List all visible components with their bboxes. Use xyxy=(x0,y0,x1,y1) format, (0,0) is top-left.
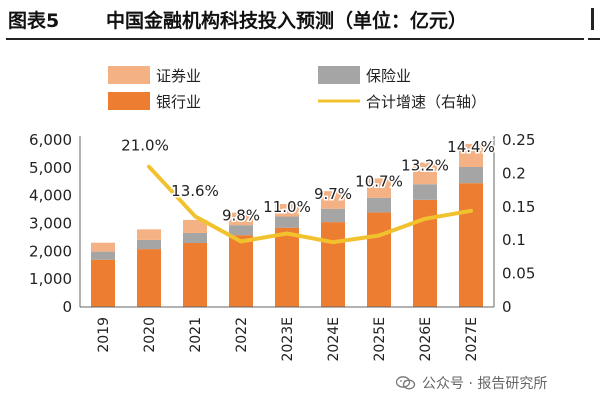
bar-保险业-2019 xyxy=(91,251,115,260)
x-tick-label: 2025E xyxy=(372,317,388,361)
right-tick-label: 0.05 xyxy=(502,265,535,283)
right-tick-label: 0.15 xyxy=(502,198,535,216)
bar-银行业-2023E xyxy=(275,227,299,307)
bar-银行业-2020 xyxy=(137,249,161,307)
right-tick-label: 0.2 xyxy=(502,164,526,182)
growth-data-label: 13.2% xyxy=(401,157,449,175)
bar-保险业-2020 xyxy=(137,239,161,250)
left-axis: 0 1,000 2,000 3,000 4,000 5,000 6,000 xyxy=(29,131,81,316)
watermark: 公众号 · 报告研究所 xyxy=(396,372,547,394)
legend-label: 保险业 xyxy=(366,67,411,85)
bar-证券业-2022 xyxy=(229,212,253,226)
right-axis: 0 0.05 0.1 0.15 0.2 0.25 xyxy=(493,131,535,316)
left-tick-label: 0 xyxy=(62,298,72,316)
growth-data-label: 14.4% xyxy=(447,138,495,156)
growth-data-label: 21.0% xyxy=(121,137,169,155)
header-divider xyxy=(6,38,584,40)
x-tick-label: 2019 xyxy=(96,317,112,353)
next-figure-edge xyxy=(591,8,594,30)
figure-label: 图表5 xyxy=(8,10,60,32)
bar-证券业-2026E xyxy=(413,162,437,185)
watermark-text: 公众号 · 报告研究所 xyxy=(422,376,548,392)
x-tick-label: 2022 xyxy=(234,317,250,353)
left-tick-label: 6,000 xyxy=(29,131,72,149)
growth-data-label: 13.6% xyxy=(171,182,219,200)
figure-title: 中国金融机构科技投入预测（单位：亿元） xyxy=(106,10,468,32)
bar-保险业-2022 xyxy=(229,225,253,236)
legend-swatch-保险业 xyxy=(318,66,360,84)
bar-银行业-2021 xyxy=(183,242,207,307)
bar-银行业-2025E xyxy=(367,212,391,307)
x-tick-label: 2020 xyxy=(142,317,158,353)
growth-data-label: 9.8% xyxy=(222,207,260,225)
bar-保险业-2021 xyxy=(183,232,207,243)
bar-证券业-2019 xyxy=(91,242,115,252)
x-axis: 2019 2020 2021 2022 2023E 2024E 2025E 2026E 2027… xyxy=(80,306,494,361)
legend-swatch-银行业 xyxy=(108,92,150,110)
right-tick-label: 0 xyxy=(502,298,512,316)
bar-保险业-2025E xyxy=(367,197,391,213)
legend-swatch-证券业 xyxy=(108,66,150,84)
x-tick-label: 2021 xyxy=(188,317,204,353)
right-tick-label: 0.1 xyxy=(502,231,526,249)
x-tick-label: 2023E xyxy=(280,317,296,361)
x-tick-label: 2026E xyxy=(418,317,434,361)
left-tick-label: 3,000 xyxy=(29,215,72,233)
growth-data-label: 11.0% xyxy=(263,198,311,216)
bar-证券业-2021 xyxy=(183,219,207,233)
bar-银行业-2022 xyxy=(229,235,253,307)
data-labels: 21.0% 13.6%9.8% 11.0%9.7%10.7%13.2%14.4% xyxy=(120,135,497,226)
right-tick-label: 0.25 xyxy=(502,131,535,149)
left-tick-label: 4,000 xyxy=(29,187,72,205)
growth-data-label: 10.7% xyxy=(355,172,403,190)
bar-保险业-2023E xyxy=(275,216,299,228)
bar-保险业-2026E xyxy=(413,184,437,200)
bar-银行业-2027E xyxy=(459,183,483,307)
bar-证券业-2025E xyxy=(367,178,391,198)
figure-header: 图表5 中国金融机构科技投入预测（单位：亿元） xyxy=(0,0,600,40)
bar-证券业-2024E xyxy=(321,191,345,209)
header-divider-right xyxy=(588,38,600,40)
growth-data-label: 9.7% xyxy=(314,185,352,203)
left-tick-label: 2,000 xyxy=(29,242,72,260)
bar-银行业-2019 xyxy=(91,259,115,307)
bar-保险业-2024E xyxy=(321,208,345,223)
growth-line xyxy=(147,164,473,245)
bar-证券业-2020 xyxy=(137,229,161,240)
legend-label: 合计增速（右轴） xyxy=(366,93,486,111)
legend-label: 证券业 xyxy=(156,67,201,85)
bar-证券业-2027E xyxy=(459,143,483,167)
wechat-icon xyxy=(396,376,416,390)
bar-保险业-2027E xyxy=(459,166,483,184)
left-tick-label: 5,000 xyxy=(29,159,72,177)
x-tick-label: 2024E xyxy=(326,317,342,361)
x-tick-label: 2027E xyxy=(464,317,480,361)
legend-label: 银行业 xyxy=(156,93,201,111)
bar-证券业-2023E xyxy=(275,204,299,217)
left-tick-label: 1,000 xyxy=(29,270,72,288)
bar-银行业-2024E xyxy=(321,222,345,307)
growth-line-layer xyxy=(147,164,473,245)
